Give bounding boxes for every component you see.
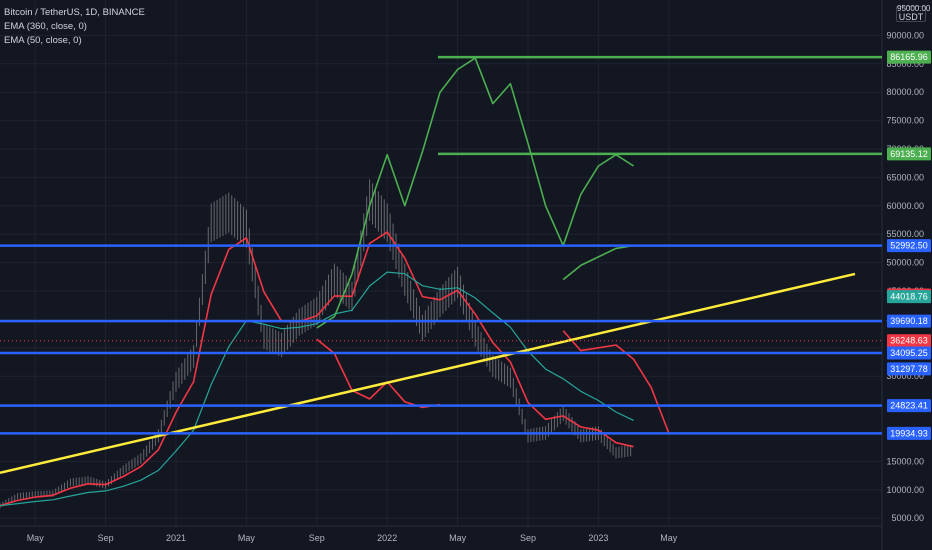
price-tick-label: 55000.00 [886,229,924,239]
legend-ema-50: EMA (50, close, 0) [4,35,82,46]
price-label-box [887,362,931,376]
time-tick-label: 2021 [166,533,186,543]
time-tick-label: May [27,533,45,543]
time-tick-label: Sep [309,533,325,543]
price-label-value: 52992.50 [890,241,928,251]
price-label-value: 39690.18 [890,316,928,326]
time-tick-label: May [238,533,256,543]
price-label-value: 24823.41 [890,401,928,411]
time-tick-label: 2022 [377,533,397,543]
price-tick-label: 85000.00 [886,59,924,69]
price-tick-label: 60000.00 [886,201,924,211]
price-tick-label: 30000.00 [886,371,924,381]
time-tick-label: Sep [98,533,114,543]
price-label-box [887,346,931,360]
time-tick-label: May [449,533,467,543]
currency-top-value: 95000.00 [897,4,931,13]
ema-50-line [0,231,634,507]
price-label-box [887,50,931,64]
price-tick-label: 75000.00 [886,116,924,126]
price-tick-label: 10000.00 [886,485,924,495]
currency-badge[interactable]: 95000.00 USDT [896,4,931,22]
projection-down-line [316,338,441,409]
legend-ema-360: EMA (360, close, 0) [4,21,87,32]
price-label-box [887,239,931,253]
price-tick-label: 50000.00 [886,258,924,268]
projection-sideways-line [562,244,634,281]
price-label-value: 31297.78 [890,364,928,374]
time-tick-label: May [660,533,678,543]
currency-unit: USDT [898,12,924,22]
price-label-value: 44018.76 [890,292,928,302]
price-tick-label: 65000.00 [886,172,924,182]
price-tick-label: 15000.00 [886,456,924,466]
projection-down-2-line [562,330,670,434]
legend-symbol: Bitcoin / TetherUS, 1D, BINANCE [4,7,145,18]
projection-up-line [316,57,635,329]
time-tick-label: Sep [520,533,536,543]
price-label-value: 19934.93 [890,428,928,438]
price-label-box [887,426,931,440]
price-label-value: 69135.12 [890,149,928,159]
price-label-box [887,314,931,328]
price-label-value: 86165.96 [890,52,928,62]
price-label-box [887,399,931,413]
price-tick-label: 5000.00 [891,513,924,523]
price-label-box [887,147,931,161]
price-tick-label: 90000.00 [886,30,924,40]
price-label-box [887,290,931,304]
chart-legend: Bitcoin / TetherUS, 1D, BINANCE EMA (360… [4,6,145,48]
price-label-value: 36248.63 [890,336,928,346]
time-tick-label: 2023 [588,533,608,543]
trend-line[interactable] [0,272,856,474]
price-label-value: 34095.25 [890,348,928,358]
price-tick-label: 80000.00 [886,87,924,97]
